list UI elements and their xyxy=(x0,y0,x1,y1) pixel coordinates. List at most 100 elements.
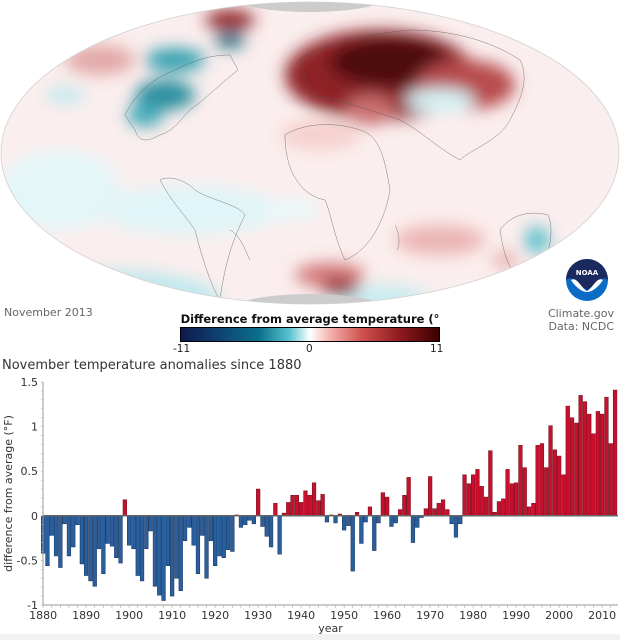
bar-1979 xyxy=(466,483,471,517)
bar-1991 xyxy=(518,445,523,517)
bar-1939 xyxy=(294,495,299,517)
bar-1919 xyxy=(208,515,213,542)
bar-1911 xyxy=(174,515,179,579)
legend-max-label: 11 xyxy=(430,343,444,355)
bar-2004 xyxy=(574,422,579,517)
bar-1886 xyxy=(66,515,72,557)
x-tick-label: 1960 xyxy=(373,609,401,622)
south-pole-mask xyxy=(235,294,385,304)
bar-1973 xyxy=(440,499,446,517)
bar-1938 xyxy=(290,495,295,517)
bar-1987 xyxy=(501,498,506,517)
bar-1948 xyxy=(333,515,338,524)
bar-1932 xyxy=(264,515,269,537)
bar-1999 xyxy=(552,449,557,517)
credit-data: Data: NCDC xyxy=(548,320,614,333)
bar-1899 xyxy=(122,499,127,517)
bar-1995 xyxy=(535,445,540,517)
x-tick-label: 2010 xyxy=(588,609,616,622)
bar-1922 xyxy=(221,515,226,558)
bar-1920 xyxy=(213,515,218,567)
bar-1976 xyxy=(453,515,459,538)
bar-1917 xyxy=(200,515,205,536)
bar-1891 xyxy=(88,515,93,582)
bar-1934 xyxy=(273,503,278,517)
bar-1951 xyxy=(346,515,351,526)
x-tick-label: 1970 xyxy=(416,609,444,622)
bar-1897 xyxy=(114,515,119,558)
y-axis-label: difference from average (°F) xyxy=(2,415,15,572)
bar-1898 xyxy=(118,515,123,564)
y-tick-label: 0.5 xyxy=(21,465,39,478)
bar-1889 xyxy=(79,515,84,565)
bar-1955 xyxy=(363,515,368,523)
bar-1905 xyxy=(148,515,153,532)
bar-1967 xyxy=(415,515,420,528)
bar-1913 xyxy=(182,515,188,542)
bar-1971 xyxy=(432,508,437,517)
bar-1996 xyxy=(539,443,545,517)
bar-1910 xyxy=(170,515,175,597)
north-pole-mask xyxy=(235,2,385,12)
bar-1989 xyxy=(509,483,514,517)
bar-1900 xyxy=(127,515,132,546)
bar-1892 xyxy=(92,515,97,587)
bar-2012 xyxy=(608,443,613,517)
bar-1959 xyxy=(380,492,385,517)
bar-1894 xyxy=(101,515,106,575)
bar-1956 xyxy=(367,506,373,517)
bar-1988 xyxy=(505,469,510,517)
x-tick-label: 1990 xyxy=(502,609,530,622)
bar-1982 xyxy=(479,486,484,517)
bar-1914 xyxy=(187,515,192,528)
bar-1940 xyxy=(299,502,304,517)
bar-2013 xyxy=(612,389,618,517)
bar-1977 xyxy=(458,515,463,525)
bar-1918 xyxy=(204,515,209,579)
bar-1950 xyxy=(342,515,347,531)
bar-1998 xyxy=(548,425,553,517)
bar-1903 xyxy=(139,515,145,582)
continent-outlines xyxy=(124,29,552,301)
bar-1980 xyxy=(471,474,476,517)
bar-1893 xyxy=(96,515,102,550)
bar-1994 xyxy=(531,503,536,517)
bar-1929 xyxy=(251,515,256,525)
x-tick-label: 2000 xyxy=(545,609,573,622)
credit-block: Climate.gov Data: NCDC xyxy=(548,307,614,333)
x-tick-label: 1980 xyxy=(459,609,487,622)
x-tick-label: 1910 xyxy=(158,609,186,622)
noaa-logo-text: NOAA xyxy=(576,269,599,277)
bar-1927 xyxy=(243,515,248,525)
credit-source[interactable]: Climate.gov xyxy=(547,307,614,320)
bar-1984 xyxy=(488,450,493,517)
legend-min-label: -11 xyxy=(173,343,191,355)
bar-1885 xyxy=(62,515,67,525)
bar-1882 xyxy=(49,515,54,536)
bar-1974 xyxy=(445,509,450,517)
noaa-logo-icon: NOAA xyxy=(566,259,608,301)
bar-2007 xyxy=(587,413,592,517)
bar-2009 xyxy=(595,411,600,517)
y-tick-label: 0 xyxy=(31,510,38,523)
bar-2002 xyxy=(565,405,570,517)
bar-1962 xyxy=(393,515,398,524)
bar-1992 xyxy=(522,467,527,517)
bar-1997 xyxy=(544,467,549,517)
bar-1896 xyxy=(109,515,115,547)
bar-2005 xyxy=(578,395,583,517)
bar-1909 xyxy=(165,515,170,567)
bar-1884 xyxy=(58,515,63,568)
bar-1978 xyxy=(462,474,467,517)
bar-1986 xyxy=(496,501,502,517)
bar-1935 xyxy=(277,515,282,555)
bar-2001 xyxy=(561,474,566,517)
x-tick-label: 1890 xyxy=(72,609,100,622)
bar-1970 xyxy=(428,476,433,517)
bar-1908 xyxy=(161,515,166,601)
anomaly-bar-chart: 1.510.50-0.5-1 1880 1890 1900 1910 1920 1930 1… xyxy=(0,372,620,635)
bar-1983 xyxy=(483,496,489,517)
map-date: November 2013 xyxy=(4,306,93,319)
bar-1993 xyxy=(526,506,532,517)
y-tick-label: -1 xyxy=(27,599,38,612)
